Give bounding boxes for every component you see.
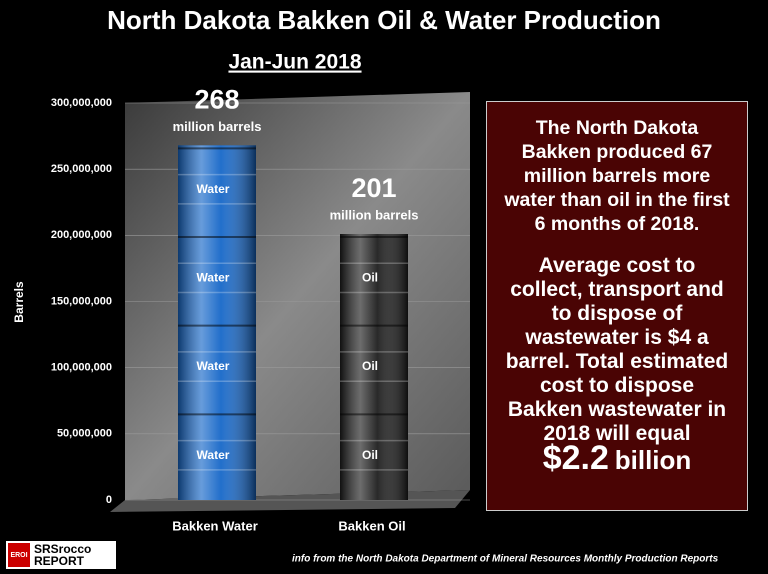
y-tick-label: 0: [106, 494, 112, 506]
annotation-text: Average cost to collect, transport and t…: [501, 254, 733, 475]
x-tick-label: Bakken Water: [172, 518, 258, 533]
barrel-label: Water: [197, 359, 230, 373]
barrel-label: Water: [197, 271, 230, 285]
y-tick-label: 200,000,000: [51, 229, 112, 241]
barrel-label: Oil: [362, 359, 378, 373]
annotation-total: $2.2: [542, 439, 609, 477]
logo-name: SRSrocco: [34, 542, 91, 556]
barrel-label: Oil: [362, 271, 378, 285]
y-tick-label: 50,000,000: [57, 428, 112, 440]
logo-badge: [8, 543, 30, 567]
logo-sub: REPORT: [34, 554, 85, 568]
y-tick-label: 250,000,000: [51, 163, 112, 175]
value-label-unit: million barrels: [173, 119, 262, 134]
source-note: info from the North Dakota Department of…: [292, 554, 719, 565]
chart-title: North Dakota Bakken Oil & Water Producti…: [107, 5, 661, 35]
x-tick-label: Bakken Oil: [338, 518, 405, 533]
barrel-label: Water: [197, 448, 230, 462]
bar-shading: [178, 145, 256, 500]
y-tick-label: 100,000,000: [51, 362, 112, 374]
barrel-label: Water: [197, 182, 230, 196]
annotation-text: Average cost to collect, transport and t…: [505, 254, 729, 445]
value-label-unit: million barrels: [330, 207, 419, 222]
value-label: 201: [351, 173, 396, 203]
barrel-label: Oil: [362, 448, 378, 462]
annotation-box: The North Dakota Bakken produced 67 mill…: [486, 101, 748, 511]
y-tick-label: 300,000,000: [51, 97, 112, 109]
chart-subtitle: Jan-Jun 2018: [228, 51, 361, 74]
logo-badge-text: EROI: [10, 552, 27, 559]
annotation-total-unit: billion: [614, 445, 692, 475]
y-axis-label: Barrels: [12, 281, 26, 323]
annotation-text: The North Dakota Bakken produced 67 mill…: [504, 117, 730, 235]
plot-background: [125, 92, 470, 500]
y-tick-label: 150,000,000: [51, 295, 112, 307]
value-label: 268: [194, 84, 239, 114]
bar-shading: [340, 234, 408, 500]
